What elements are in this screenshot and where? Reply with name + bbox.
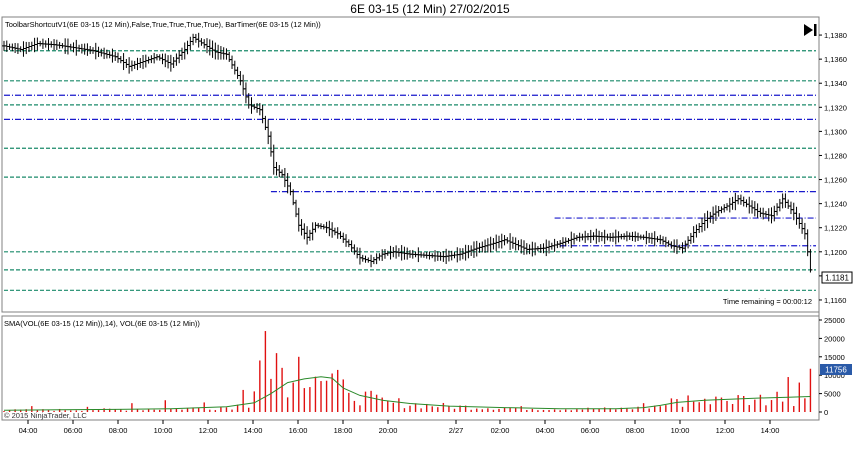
time-tick-label: 14:00	[244, 426, 263, 435]
last-volume-marker: 11756	[820, 364, 852, 375]
volume-tick-label: 0	[824, 408, 828, 417]
window-title: 6E 03-15 (12 Min) 27/02/2015	[350, 2, 510, 16]
time-tick-label: 06:00	[64, 426, 83, 435]
volume-panel[interactable]	[1, 315, 820, 421]
time-tick-label: 14:00	[761, 426, 780, 435]
last-volume-label: 11756	[825, 366, 847, 375]
last-price-label: 1.1181	[825, 274, 849, 283]
price-tick-label: 1,1380	[824, 31, 847, 40]
price-panel[interactable]	[1, 16, 820, 313]
price-tick-label: 1,1220	[824, 224, 847, 233]
time-tick-label: 12:00	[716, 426, 735, 435]
time-tick-label: 2/27	[449, 426, 464, 435]
price-indicator-label: ToolbarShortcutV1(6E 03-15 (12 Min),Fals…	[5, 20, 321, 29]
last-price-marker: 1.1181	[821, 271, 853, 284]
volume-axis: 0 5000 10000 15000 20000 25000	[819, 316, 845, 417]
price-tick-label: 1,1200	[824, 248, 847, 257]
volume-tick-label: 10000	[824, 371, 845, 380]
skip-to-end-icon[interactable]	[804, 24, 817, 36]
price-tick-label: 1,1320	[824, 103, 847, 112]
volume-tick-label: 25000	[824, 316, 845, 325]
time-tick-label: 12:00	[199, 426, 218, 435]
volume-tick-label: 20000	[824, 334, 845, 343]
volume-tick-label: 15000	[824, 353, 845, 362]
time-tick-label: 04:00	[19, 426, 38, 435]
ohlc-bars	[2, 32, 813, 273]
sma-line	[3, 376, 811, 411]
time-tick-label: 08:00	[626, 426, 645, 435]
price-tick-label: 1,1300	[824, 127, 847, 136]
sma-path	[3, 376, 811, 411]
time-tick-label: 10:00	[671, 426, 690, 435]
volume-tick-label: 5000	[824, 390, 841, 399]
time-tick-label: 20:00	[379, 426, 398, 435]
time-tick-label: 06:00	[581, 426, 600, 435]
price-tick-label: 1,1280	[824, 151, 847, 160]
price-tick-label: 1,1260	[824, 176, 847, 185]
time-tick-label: 08:00	[109, 426, 128, 435]
price-tick-label: 1,1160	[824, 296, 846, 305]
time-axis: 04:00 06:00 08:00 10:00 12:00 14:00 16:00 18:00…	[19, 420, 780, 435]
price-tick-label: 1,1360	[824, 55, 847, 64]
time-tick-label: 02:00	[491, 426, 510, 435]
copyright-text: © 2015 NinjaTrader, LLC	[4, 411, 87, 420]
time-remaining-label: Time remaining = 00:00:12	[723, 297, 812, 306]
volume-bars	[3, 331, 812, 412]
time-tick-label: 10:00	[154, 426, 173, 435]
price-tick-label: 1,1240	[824, 200, 847, 209]
volume-indicator-label: SMA(VOL(6E 03-15 (12 Min)),14), VOL(6E 0…	[4, 319, 200, 328]
time-tick-label: 04:00	[536, 426, 555, 435]
price-axis: 1,11601,11801,12001,12201,12401,12601,12…	[819, 31, 847, 305]
time-tick-label: 18:00	[334, 426, 353, 435]
level-lines	[4, 50, 816, 291]
time-tick-label: 16:00	[289, 426, 308, 435]
price-tick-label: 1,1340	[824, 79, 847, 88]
